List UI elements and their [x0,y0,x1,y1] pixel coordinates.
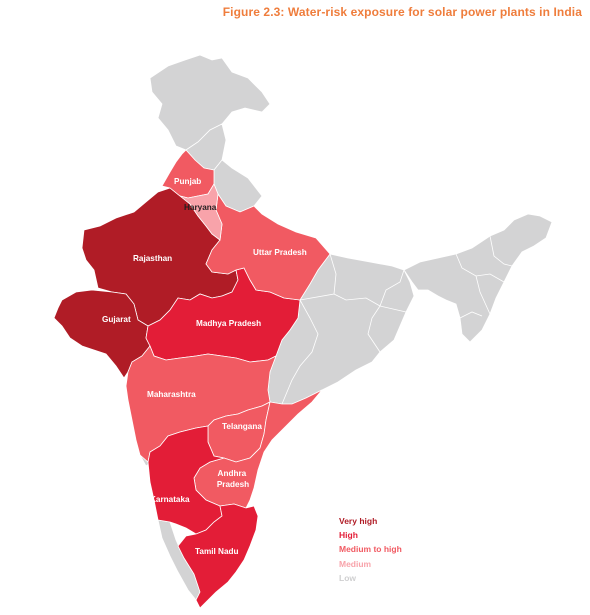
figure-title: Figure 2.3: Water-risk exposure for sola… [222,5,582,19]
state-tamil-nadu [177,503,259,609]
internal-borders [281,235,513,405]
label-uttar-pradesh: Uttar Pradesh [253,248,307,257]
label-tamil-nadu: Tamil Nadu [195,547,239,556]
legend-high: High [339,530,358,541]
legend: Very high High Medium to high Medium Low [339,514,402,585]
label-haryana: Haryana [184,203,217,212]
legend-medium-to-high: Medium to high [339,544,402,555]
label-andhra-pradesh-line1: Andhra [218,469,247,478]
state-karnataka [147,425,225,535]
region-jammu-kashmir [149,54,271,151]
label-madhya-pradesh: Madhya Pradesh [196,319,261,328]
label-andhra-pradesh-line2: Pradesh [217,480,249,489]
state-uttar-pradesh [205,192,331,301]
label-andhra-pradesh: Andhra Pradesh [217,469,249,489]
label-gujarat: Gujarat [102,315,131,324]
legend-very-high: Very high [339,516,378,526]
low-risk-regions [139,54,553,601]
state-labels: Punjab Haryana Rajasthan Gujarat Uttar P… [102,177,307,556]
label-maharashtra: Maharashtra [147,390,196,399]
label-telangana: Telangana [222,422,262,431]
label-karnataka: Karnataka [150,495,190,504]
state-haryana [179,183,223,241]
label-rajasthan: Rajasthan [133,254,172,263]
region-north-east [403,213,553,343]
legend-low: Low [339,572,356,583]
label-punjab: Punjab [174,177,201,186]
legend-medium: Medium [339,558,372,569]
